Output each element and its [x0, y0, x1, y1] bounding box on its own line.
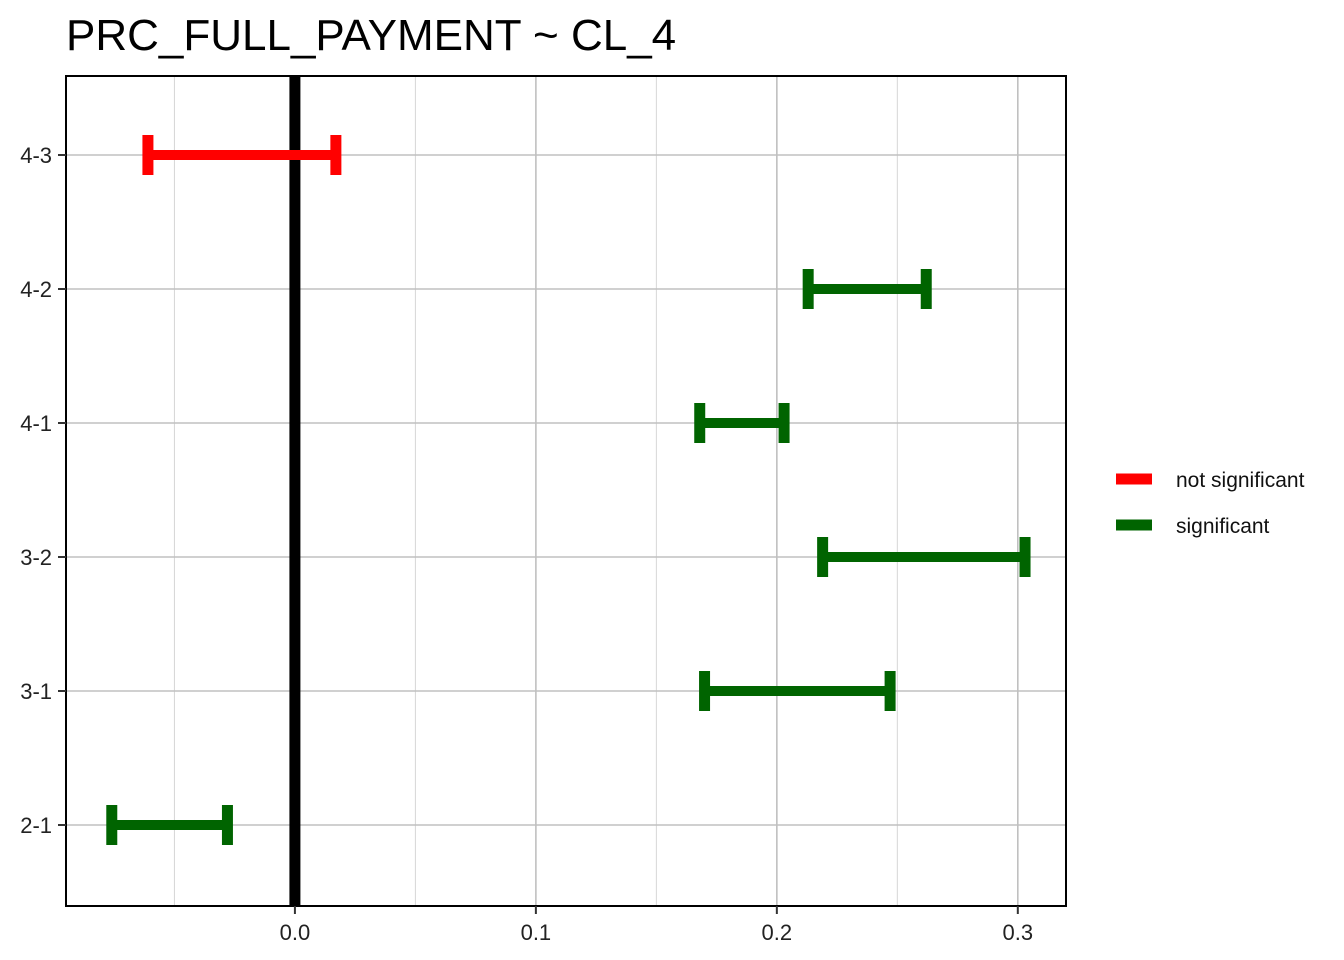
x-axis: 0.0 0.1 0.2 0.3	[280, 906, 1033, 945]
y-tick-label: 4-1	[20, 411, 52, 436]
y-tick-label: 2-1	[20, 813, 52, 838]
x-tick-label: 0.1	[521, 920, 552, 945]
y-axis: 4-3 4-2 4-1 3-2 3-1 2-1	[20, 143, 66, 838]
y-tick-label: 4-3	[20, 143, 52, 168]
chart-title: PRC_FULL_PAYMENT ~ CL_4	[66, 11, 676, 60]
errorbar-2-1	[106, 805, 233, 845]
y-tick-label: 4-2	[20, 277, 52, 302]
errorbar-3-1	[699, 671, 896, 711]
errorbar-4-1	[694, 403, 790, 443]
legend: not significant significant	[1116, 469, 1305, 538]
y-tick-label: 3-1	[20, 679, 52, 704]
x-tick-label: 0.3	[1003, 920, 1034, 945]
plot-frame	[65, 75, 1067, 907]
grid	[66, 76, 1066, 906]
x-tick-label: 0.0	[280, 920, 311, 945]
x-tick-label: 0.2	[762, 920, 793, 945]
y-tick-label: 3-2	[20, 545, 52, 570]
legend-item: not significant	[1116, 469, 1305, 492]
legend-label: significant	[1176, 515, 1270, 538]
legend-label: not significant	[1176, 469, 1305, 492]
errorbar-4-3	[142, 135, 342, 175]
legend-item: significant	[1116, 515, 1270, 538]
errorbar-4-2	[802, 269, 932, 309]
errorbar-3-2	[817, 537, 1031, 577]
error-bars	[106, 135, 1031, 845]
